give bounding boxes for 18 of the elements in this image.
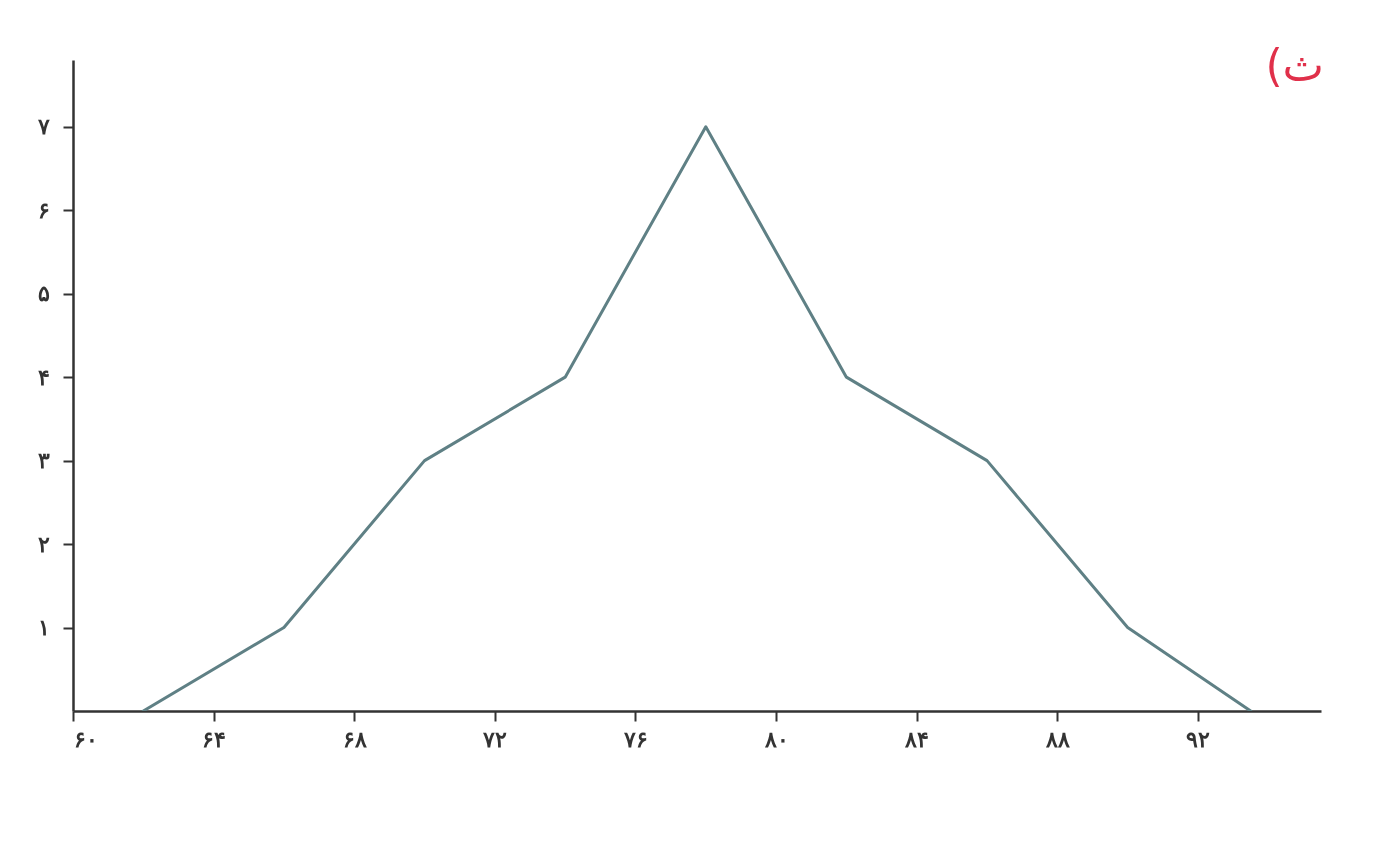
x-tick-label: ۶۰: [73, 725, 98, 752]
chart-title: ث): [1265, 40, 1324, 91]
y-tick-label: ۷: [36, 113, 50, 140]
y-tick-label: ۴: [37, 363, 50, 390]
x-tick-label: ۷۶: [622, 725, 648, 752]
x-tick-label: ۶۸: [342, 725, 367, 752]
y-tick-label: ۶: [37, 196, 50, 223]
y-tick-label: ۲: [37, 530, 50, 557]
line-series: [141, 125, 1253, 711]
y-tick-label: ۳: [37, 447, 50, 474]
x-tick-label: ۹۲: [1186, 725, 1211, 752]
x-tick-label: ۸۰: [763, 725, 789, 752]
y-tick-label: ۱: [37, 614, 50, 641]
x-tick-label: ۸۴: [904, 725, 930, 752]
x-tick-label: ۷۲: [482, 725, 508, 752]
y-tick-label: ۵: [37, 280, 50, 307]
x-tick-label: ۸۸: [1044, 725, 1070, 752]
x-tick-label: ۶۴: [202, 725, 227, 752]
